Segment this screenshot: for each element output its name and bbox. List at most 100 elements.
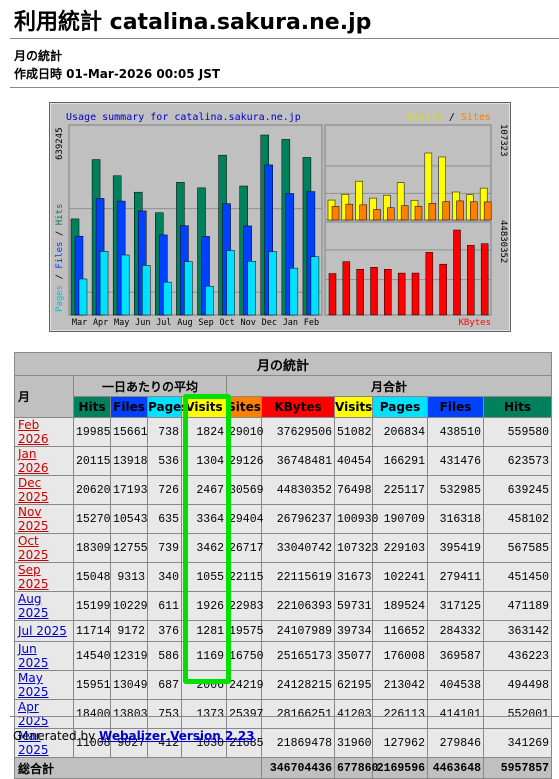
cell-pages: 229103 [372,533,428,563]
cell-d-pages: 687 [147,670,182,700]
month-link[interactable]: Jul 2025 [18,624,67,638]
month-cell: Jan 2026 [14,446,74,476]
cell-kbytes: 25165173 [261,641,335,671]
month-link[interactable]: Aug 2025 [18,592,49,620]
cell-d-visits: 1281 [181,620,227,642]
cell-sites: 29404 [226,504,264,534]
month-link[interactable]: May 2025 [18,671,49,699]
cell-hits: 639245 [482,475,553,505]
cell-d-hits: 20620 [73,475,111,505]
left-y-max-label: 639245 [55,127,65,160]
month-link[interactable]: Apr 2025 [18,700,49,728]
month-column-header: 月 [14,375,74,418]
cell-hits: 363142 [482,620,553,642]
month-link[interactable]: Oct 2025 [18,534,49,562]
cell-visits: 100930 [334,504,378,534]
month-link[interactable]: Nov 2025 [18,505,49,533]
cell-pages: 127962 [372,728,428,758]
bar-pages-apr [99,251,109,316]
cell-d-visits: 2006 [181,670,227,700]
webalizer-link[interactable]: Webalizer Version 2.23 [99,729,255,743]
bar-sites-feb [483,201,492,221]
cell-d-files: 9313 [110,562,148,592]
month-cell: Dec 2025 [14,475,74,505]
bar-sites-oct [428,203,437,221]
bar-sites-apr [345,203,354,221]
cell-pages: 190709 [372,504,428,534]
month-link[interactable]: Feb 2026 [18,418,49,446]
col-kbytes: KBytes [261,396,335,418]
cell-d-hits: 20115 [73,446,111,476]
bar-kbytes-mar [328,273,337,316]
grand-total-label: 総合計 [14,757,262,779]
cell-d-hits: 19985 [73,417,111,447]
cell-d-pages: 376 [147,620,182,642]
visits-y-max-label: 107323 [498,124,508,157]
kbytes-plot-area [324,221,492,316]
cell-d-pages: 753 [147,699,182,729]
cell-hits: 623573 [482,446,553,476]
divider [10,716,559,717]
cell-d-files: 12319 [110,641,148,671]
bar-kbytes-aug [397,272,406,316]
bar-visits-nov [438,156,446,221]
table-row: Oct 2025 18309 12755 739 3462 26717 33040742 10… [14,533,553,563]
cell-d-files: 9172 [110,620,148,642]
month-link[interactable]: Jun 2025 [18,642,49,670]
cell-pages: 206834 [372,417,428,447]
col-pages: Pages [372,396,428,418]
cell-d-pages: 340 [147,562,182,592]
bar-kbytes-may [356,269,364,316]
bar-sites-may [359,204,367,221]
footer: Generated by Webalizer Version 2.23 [13,729,255,743]
cell-visits: 40454 [334,446,373,476]
table-title: 月の統計 [13,352,553,376]
cell-files: 532985 [427,475,484,505]
col-sites: Sites [226,396,262,418]
month-link[interactable]: Sep 2025 [18,563,49,591]
col-visits: Visits [334,396,373,418]
cell-sites: 25397 [226,699,264,729]
table-row: Jul 2025 11714 9172 376 1281 19575 24107989 397… [14,620,553,642]
cell-pages: 176008 [372,641,428,671]
cell-visits: 39734 [334,620,373,642]
cell-d-files: 13803 [110,699,148,729]
footer-prefix: Generated by [13,729,100,743]
cell-d-files: 15661 [110,417,148,447]
usage-chart: Usage summary for catalina.sakura.ne.jp … [49,102,511,332]
month-cell: Oct 2025 [14,533,74,563]
bar-kbytes-jan [467,245,475,316]
cell-kbytes: 24107989 [261,620,335,642]
cell-files: 414101 [427,699,484,729]
bar-kbytes-jul [384,269,392,316]
cell-kbytes: 33040742 [261,533,335,563]
table-row: Feb 2026 19985 15661 738 1824 29010 37629506 51… [14,417,553,447]
x-tick-may: May [114,318,129,328]
month-cell: Apr 2025 [14,699,74,729]
cell-d-visits: 1304 [181,446,227,476]
cell-d-pages: 586 [147,641,182,671]
cell-hits: 471189 [482,591,553,621]
month-link[interactable]: Jan 2026 [18,447,49,475]
cell-d-pages: 726 [147,475,182,505]
y-label-files: Files [55,242,65,269]
cell-d-visits: 1824 [181,417,227,447]
visits-sites-legend: Visits / Sites [407,112,491,123]
cell-d-files: 13049 [110,670,148,700]
bar-pages-jan [289,267,299,316]
table-row: Apr 2025 18400 13803 753 1373 25397 28166251 41… [14,699,553,729]
x-tick-sep: Sep [198,318,213,328]
cell-pages: 226113 [372,699,428,729]
bar-pages-feb [310,256,320,316]
page-title: 利用統計 catalina.sakura.ne.jp [14,10,372,35]
cell-d-pages: 739 [147,533,182,563]
bar-kbytes-nov [439,263,447,316]
cell-d-hits: 14540 [73,641,111,671]
month-link[interactable]: Dec 2025 [18,476,49,504]
x-tick-mar: Mar [72,318,87,328]
cell-d-files: 10543 [110,504,148,534]
cell-visits: 59731 [334,591,373,621]
x-tick-jun: Jun [135,318,150,328]
cell-hits: 552001 [482,699,553,729]
bar-kbytes-feb [480,243,489,316]
